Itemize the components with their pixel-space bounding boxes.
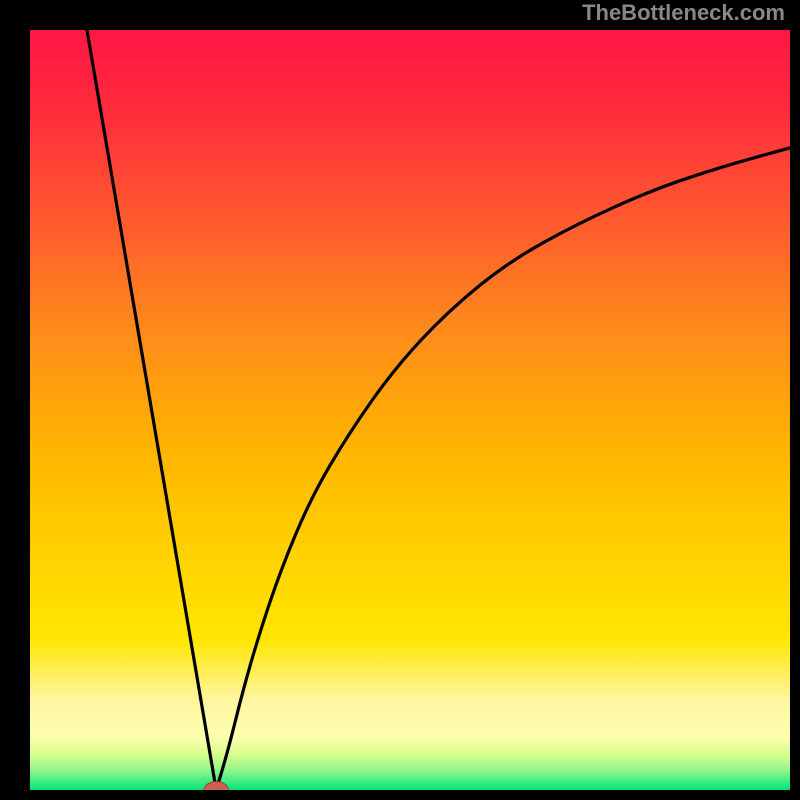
plot-area [30,30,790,790]
chart-svg [30,30,790,790]
gradient-background [30,30,790,790]
watermark-text: TheBottleneck.com [582,0,785,26]
